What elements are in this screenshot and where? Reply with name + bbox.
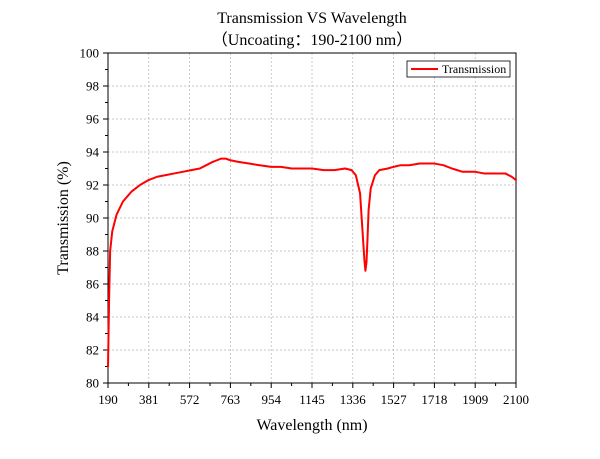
y-tick-label: 98	[86, 79, 99, 94]
grid	[108, 53, 516, 383]
x-tick-label: 1527	[381, 392, 408, 407]
x-tick-labels: 190 381 572 763 954 1145 1336 1527 1718 1909 2100	[98, 392, 529, 407]
x-tick-label: 190	[98, 392, 118, 407]
y-tick-label: 92	[86, 178, 99, 193]
y-tick-label: 90	[86, 211, 99, 226]
y-axis-label: Transmission (%)	[55, 161, 72, 275]
y-tick-label: 94	[86, 145, 100, 160]
y-tick-labels: 80 82 84 86 88 90 92 94 96 98 100	[80, 46, 100, 391]
x-axis-label: Wavelength (nm)	[256, 417, 367, 434]
series-line-transmission	[107, 157, 517, 368]
legend-box	[406, 60, 511, 78]
y-tick-label: 100	[80, 46, 100, 61]
x-tick-label: 1909	[462, 392, 488, 407]
y-tick-label: 80	[86, 376, 99, 391]
legend: Transmission	[406, 60, 511, 78]
chart-subtitle: （Uncoating：190-2100 nm）	[212, 31, 412, 49]
x-tick-label: 572	[180, 392, 200, 407]
x-tick-label: 954	[261, 392, 281, 407]
y-tick-label: 86	[86, 277, 100, 292]
legend-label-transmission: Transmission	[442, 62, 506, 76]
y-tick-label: 88	[86, 244, 99, 259]
x-tick-label: 763	[221, 392, 241, 407]
x-tick-label: 381	[139, 392, 159, 407]
x-tick-label: 1336	[340, 392, 367, 407]
x-tick-label: 1145	[299, 392, 325, 407]
y-tick-label: 82	[86, 343, 99, 358]
chart-title: Transmission VS Wavelength	[217, 10, 407, 27]
y-tick-label: 84	[86, 310, 100, 325]
x-tick-label: 1718	[421, 392, 447, 407]
series-layer	[107, 157, 517, 368]
axis-ticks	[103, 52, 517, 388]
x-tick-label: 2100	[503, 392, 529, 407]
y-tick-label: 96	[86, 112, 100, 127]
